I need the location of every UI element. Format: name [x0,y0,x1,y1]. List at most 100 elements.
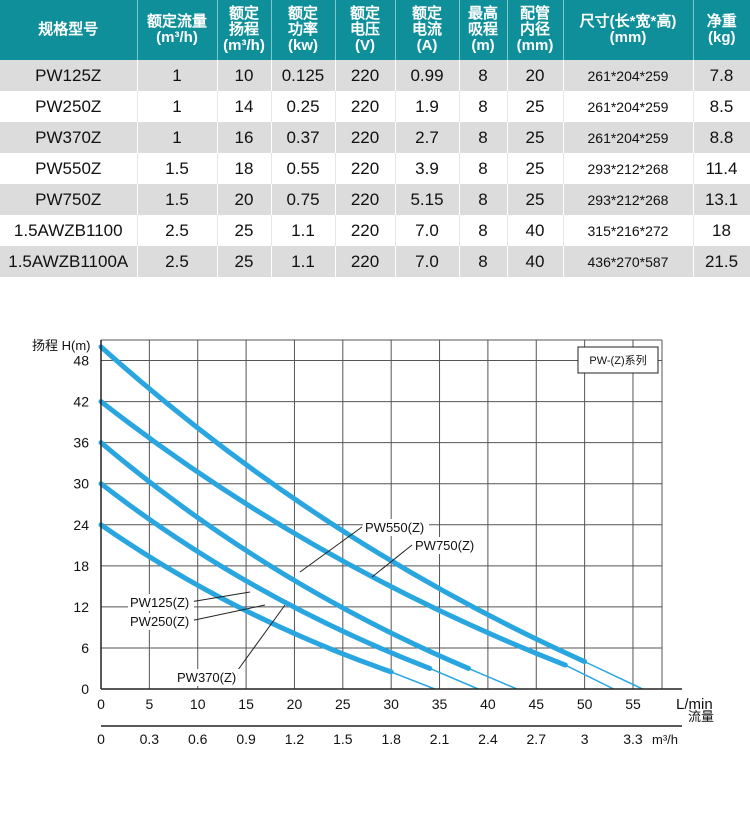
table-cell: PW250Z [0,91,138,122]
y-tick-label: 48 [73,353,89,369]
header-rated-voltage: 额定 电压 (V) [335,0,396,60]
table-cell: 10 [217,60,272,91]
x-axis-label: 流量 [688,709,714,724]
x-tick-label: 10 [190,696,206,712]
table-cell: 1.5AWZB1100 [0,215,138,246]
x-tick-label: 50 [577,696,593,712]
x2-tick-label: 1.5 [333,731,353,747]
table-cell: 20 [507,60,564,91]
curve-pw370z [98,440,472,671]
table-row: 1.5AWZB1100 2.5 25 1.1 220 7.0 8 40 315*216*272 1… [0,215,750,246]
annotation-label: PW250(Z) [130,614,189,629]
table-cell: 8.8 [693,122,750,153]
x-tick-label: 5 [145,696,153,712]
table-cell: 261*204*259 [563,122,694,153]
y-tick-label: 18 [73,558,89,574]
table-cell: 40 [507,215,564,246]
chart-title: PW-(Z)系列 [589,353,646,367]
table-cell: 8 [459,153,508,184]
annotation-leader [234,604,286,675]
y-tick-label: 24 [73,517,89,533]
x-tick-label: 45 [528,696,544,712]
annotation-label: PW125(Z) [130,595,189,610]
header-rated-head: 额定 扬程 (m³/h) [217,0,272,60]
table-row: 1.5AWZB1100A 2.5 25 1.1 220 7.0 8 40 436*270*587… [0,246,750,277]
table-cell: 220 [335,184,396,215]
table-cell: 14 [217,91,272,122]
table-cell: 0.37 [271,122,336,153]
annotation-label: PW370(Z) [177,670,236,685]
annotation-bg [413,537,479,554]
table-cell: 220 [335,215,396,246]
table-cell: 8.5 [693,91,750,122]
table-cell: 25 [507,122,564,153]
table-cell: 1 [137,91,218,122]
header-pipe-diameter: 配管 内径 (mm) [507,0,564,60]
x-tick-label: 35 [432,696,448,712]
table-cell: 0.99 [395,60,460,91]
table-cell: 25 [507,153,564,184]
table-row: PW125Z 1 10 0.125 220 0.99 8 20 261*204*259 7.8 [0,60,750,91]
curve-pw250z [98,481,433,671]
annotation-leader [371,544,413,578]
table-cell: 25 [217,246,272,277]
table-cell: 8 [459,60,508,91]
curve-tail [390,671,435,690]
header-rated-power: 额定 功率 (kw) [271,0,336,60]
annotation-leader [189,604,266,622]
x2-unit-label: m³/h [652,732,678,747]
pump-performance-chart: 0 6 12 18 24 30 36 42 48 0 5 10 15 20 25 30 35 40 45 50 55 0 0… [32,338,714,747]
table-cell: 1.1 [271,215,336,246]
table-cell: 220 [335,122,396,153]
table-cell: 25 [217,215,272,246]
chart-grid [100,339,663,690]
table-cell: 18 [217,153,272,184]
table-cell: 0.25 [271,91,336,122]
table-cell: 5.15 [395,184,460,215]
annotation-bg [128,613,194,630]
table-cell: PW750Z [0,184,138,215]
annotation-label: PW750(Z) [415,538,474,553]
x-tick-label: 20 [287,696,303,712]
table-cell: 293*212*268 [563,153,694,184]
table-cell: 2.7 [395,122,460,153]
table-cell: 2.5 [137,215,218,246]
curve-pw125z [98,522,394,675]
table-cell: 220 [335,91,396,122]
header-net-weight: 净重 (kg) [693,0,750,60]
x2-tick-label: 0 [97,731,105,747]
table-cell: 25 [507,184,564,215]
curve-tail [564,664,614,690]
table-cell: 261*204*259 [563,91,694,122]
x2-tick-label: 3 [581,731,589,747]
x-tick-label: 0 [97,696,105,712]
curve-tail [468,667,518,690]
table-cell: 8 [459,91,508,122]
table-row: PW370Z 1 16 0.37 220 2.7 8 25 261*204*259 8.8 [0,122,750,153]
x2-tick-label: 2.1 [430,731,450,747]
table-cell: 1.9 [395,91,460,122]
table-cell: 261*204*259 [563,60,694,91]
table-cell: 20 [217,184,272,215]
x-tick-label: 40 [480,696,496,712]
table-cell: 8 [459,122,508,153]
curve-pw750z [98,344,588,665]
curve-tail [429,667,479,690]
table-cell: 1 [137,60,218,91]
table-cell: 8 [459,215,508,246]
table-cell: 1.5 [137,184,218,215]
table-cell: 18 [693,215,750,246]
series-title-box [577,346,659,374]
table-cell: 21.5 [693,246,750,277]
table-cell: 220 [335,153,396,184]
table-cell: 7.0 [395,246,460,277]
x-tick-label: 55 [625,696,641,712]
x2-tick-label: 3.3 [623,731,643,747]
y-tick-label: 0 [81,681,89,697]
header-max-suction: 最高 吸程 (m) [459,0,508,60]
table-cell: PW550Z [0,153,138,184]
annotation-leader [189,591,251,603]
table-row: PW750Z 1.5 20 0.75 220 5.15 8 25 293*212*268 13.1 [0,184,750,215]
x2-tick-label: 1.2 [285,731,305,747]
curve-tail [584,660,643,690]
